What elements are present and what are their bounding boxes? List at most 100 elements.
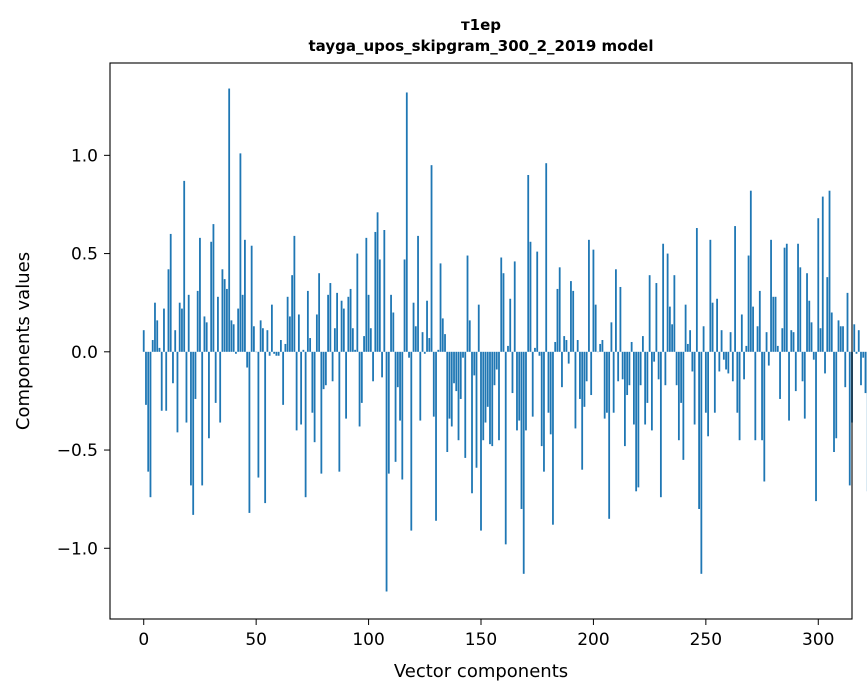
x-tick-label: 250 [690, 630, 722, 650]
bar [396, 351, 399, 388]
bar [588, 239, 590, 352]
chart-subtitle: tayga_upos_skipgram_300_2_2019 model [309, 37, 654, 55]
bar [403, 259, 406, 352]
bar [738, 351, 741, 441]
bar [650, 351, 653, 431]
bar [149, 351, 152, 498]
bar [668, 306, 671, 352]
bar [365, 237, 368, 352]
bar [351, 328, 354, 352]
bar [190, 351, 192, 486]
bar [176, 351, 179, 433]
bar [693, 351, 696, 425]
bar [727, 351, 730, 374]
bar [226, 288, 228, 352]
bar [417, 235, 419, 352]
bar [812, 351, 815, 360]
bar [392, 312, 395, 352]
bar [758, 290, 761, 352]
y-axis-label: Components values [13, 252, 34, 430]
bar [203, 316, 206, 352]
bar [432, 351, 435, 417]
bar [612, 351, 615, 413]
bar [288, 316, 291, 352]
bar [408, 351, 410, 358]
bar [763, 351, 766, 482]
bar [421, 332, 424, 352]
bar [684, 304, 687, 352]
bar [673, 275, 676, 352]
bar [246, 351, 249, 368]
bar [801, 351, 804, 382]
bar [367, 294, 370, 352]
bar [338, 351, 341, 472]
bar [293, 235, 296, 352]
bar [300, 351, 303, 425]
bar [857, 330, 860, 352]
bar [264, 351, 267, 504]
bar [819, 328, 822, 352]
bar [383, 230, 386, 352]
bar [628, 351, 631, 386]
bar [444, 334, 446, 352]
bar [736, 351, 739, 413]
bar [459, 351, 462, 399]
bar [318, 273, 321, 352]
bar [498, 351, 500, 441]
bar [174, 330, 177, 352]
x-tick-label: 50 [245, 630, 267, 650]
bar [848, 351, 851, 486]
bar [430, 165, 433, 352]
bar [815, 351, 817, 502]
bar [385, 351, 388, 592]
bar [821, 196, 824, 352]
bar [277, 351, 280, 356]
bar [315, 314, 318, 352]
plot-area-frame [109, 62, 853, 620]
bar [570, 281, 572, 352]
bar [579, 351, 581, 399]
bar [306, 290, 309, 352]
bar [615, 269, 617, 352]
bar [340, 300, 343, 352]
bar [235, 351, 237, 354]
bar [635, 351, 638, 492]
bar [342, 308, 345, 352]
bar [295, 351, 298, 431]
bar [603, 351, 606, 419]
bar [518, 351, 521, 421]
bar [747, 255, 750, 352]
bar [707, 351, 709, 437]
bar [662, 243, 665, 352]
bar [599, 343, 602, 352]
bar [502, 273, 505, 352]
bar [192, 351, 195, 515]
bar [493, 351, 496, 386]
bar [556, 288, 559, 352]
bar [428, 338, 431, 352]
bar [253, 326, 255, 352]
bar [567, 351, 570, 364]
bar [824, 351, 826, 374]
bar [214, 351, 217, 403]
bar [331, 351, 334, 382]
bar [486, 351, 489, 407]
bar [792, 332, 795, 352]
bar [333, 328, 336, 352]
bar [201, 351, 204, 486]
bar [345, 351, 347, 419]
bar [163, 308, 165, 352]
bar [608, 351, 611, 519]
bar [619, 286, 622, 352]
bar [414, 326, 417, 352]
bar [646, 351, 649, 403]
bar [794, 351, 797, 392]
bar [572, 290, 575, 352]
bar [704, 351, 707, 413]
x-axis-label: Vector components [394, 661, 568, 682]
bar [783, 247, 786, 352]
bar [547, 351, 550, 413]
bar [842, 326, 844, 352]
bar [221, 269, 224, 352]
bar [722, 351, 725, 360]
